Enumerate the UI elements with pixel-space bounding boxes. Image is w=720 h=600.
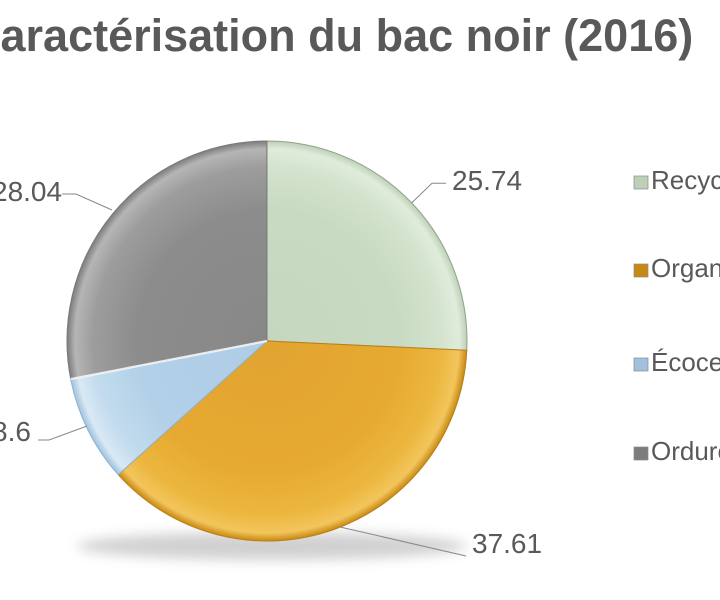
svg-text:37.61: 37.61 [472, 528, 542, 559]
svg-text:Recyclables: Recyclables [651, 165, 720, 195]
svg-text:Ordures: Ordures [651, 436, 720, 466]
svg-text:Organiques: Organiques [651, 253, 720, 283]
svg-text:8.6: 8.6 [0, 416, 31, 447]
svg-text:Écocentres: Écocentres [651, 347, 720, 377]
svg-text:25.74: 25.74 [452, 165, 522, 196]
svg-text:28.04: 28.04 [0, 176, 62, 207]
